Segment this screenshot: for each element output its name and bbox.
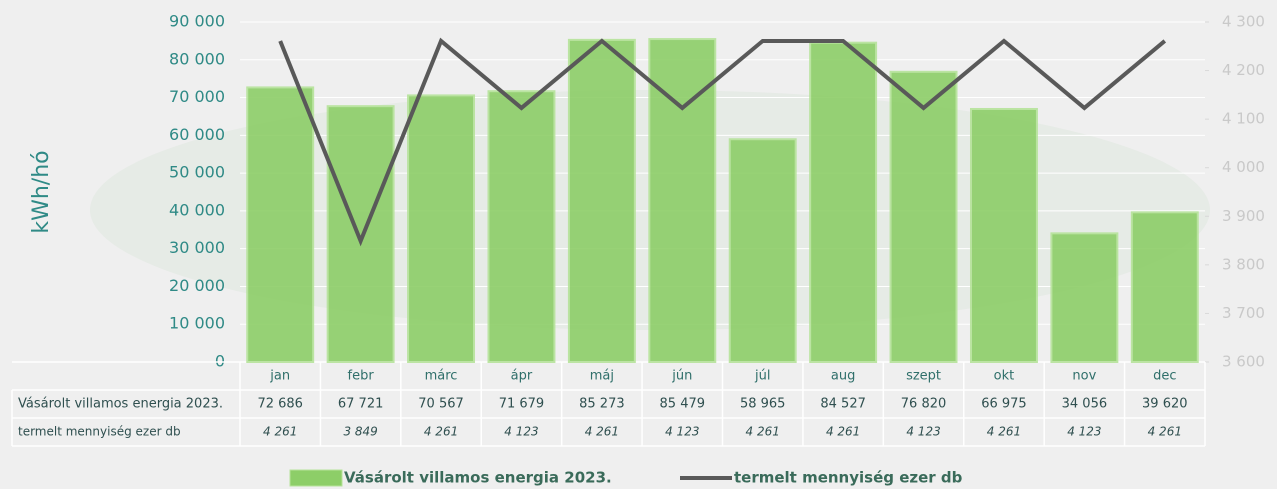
y-tick-label: 80 000 [169,49,225,68]
table-cell: 4 123 [665,425,699,439]
legend-label: Vásárolt villamos energia 2023. [344,469,612,487]
y-tick-label: 70 000 [169,87,225,106]
y2-tick-label: 4 000 [1222,158,1265,176]
table-cell: 70 567 [418,397,464,412]
x-tick-label: márc [425,369,458,384]
bar [1130,211,1199,363]
y2-tick-label: 3 600 [1222,353,1265,371]
y2-tick-label: 4 200 [1222,61,1265,79]
y-tick-label: 10 000 [169,314,225,333]
bar [648,38,717,363]
x-tick-label: nov [1072,369,1096,384]
table-cell: 4 261 [263,425,297,439]
table-cell: 4 261 [987,425,1021,439]
table-cell: 39 620 [1142,397,1188,412]
y-tick-label: 60 000 [169,125,225,144]
bar [1050,232,1119,363]
y2-tick-label: 4 300 [1222,13,1265,31]
table-cell: 34 056 [1062,397,1108,412]
legend-label: termelt mennyiség ezer db [734,469,963,487]
table-cell: 4 123 [906,425,940,439]
bar [487,90,556,363]
table-cell: 72 686 [257,397,303,412]
bar [407,94,476,364]
bar [567,38,636,364]
y-tick-label: 30 000 [169,238,225,257]
table-cell: 4 261 [1148,425,1182,439]
x-tick-label: szept [906,369,941,384]
y2-tick-label: 3 700 [1222,304,1265,322]
bar [889,70,958,364]
table-cell: 85 273 [579,397,625,412]
bar [728,138,797,363]
y-tick-label: 20 000 [169,276,225,295]
table-cell: 4 261 [585,425,619,439]
table-cell: 4 261 [424,425,458,439]
bar [326,105,395,363]
table-cell: 4 123 [504,425,538,439]
x-tick-label: febr [348,369,375,384]
table-row-label: termelt mennyiség ezer db [18,425,181,439]
y-tick-label: 90 000 [169,12,225,31]
x-tick-label: aug [831,369,855,384]
y2-tick-label: 3 800 [1222,255,1265,273]
table-cell: 66 975 [981,397,1027,412]
table-row-label: Vásárolt villamos energia 2023. [18,397,223,412]
table-cell: 71 679 [499,397,545,412]
x-tick-label: jan [269,369,290,384]
x-tick-label: ápr [511,369,533,384]
x-tick-label: jún [671,369,692,384]
y-axis-label: kWh/hó [29,150,54,233]
table-cell: 67 721 [338,397,384,412]
x-tick-label: okt [994,369,1015,384]
x-tick-label: dec [1153,369,1176,384]
line [278,37,1167,247]
table-cell: 4 261 [746,425,780,439]
table-cell: 85 479 [660,397,706,412]
table-cell: 84 527 [820,397,866,412]
bar [809,41,878,363]
y-tick-label: 50 000 [169,163,225,182]
y-tick-label: 40 000 [169,200,225,219]
x-tick-label: júl [754,369,770,384]
bar [969,107,1038,363]
table-cell: 76 820 [901,397,947,412]
table-cell: 58 965 [740,397,786,412]
legend-swatch [289,469,343,487]
y2-tick-label: 4 100 [1222,110,1265,128]
y2-tick-label: 3 900 [1222,207,1265,225]
table-cell: 3 849 [343,425,377,439]
table-cell: 4 261 [826,425,860,439]
table-cell: 4 123 [1067,425,1101,439]
bar [246,86,315,363]
x-tick-label: máj [590,369,614,384]
y-tick-label: 0 [215,352,225,371]
